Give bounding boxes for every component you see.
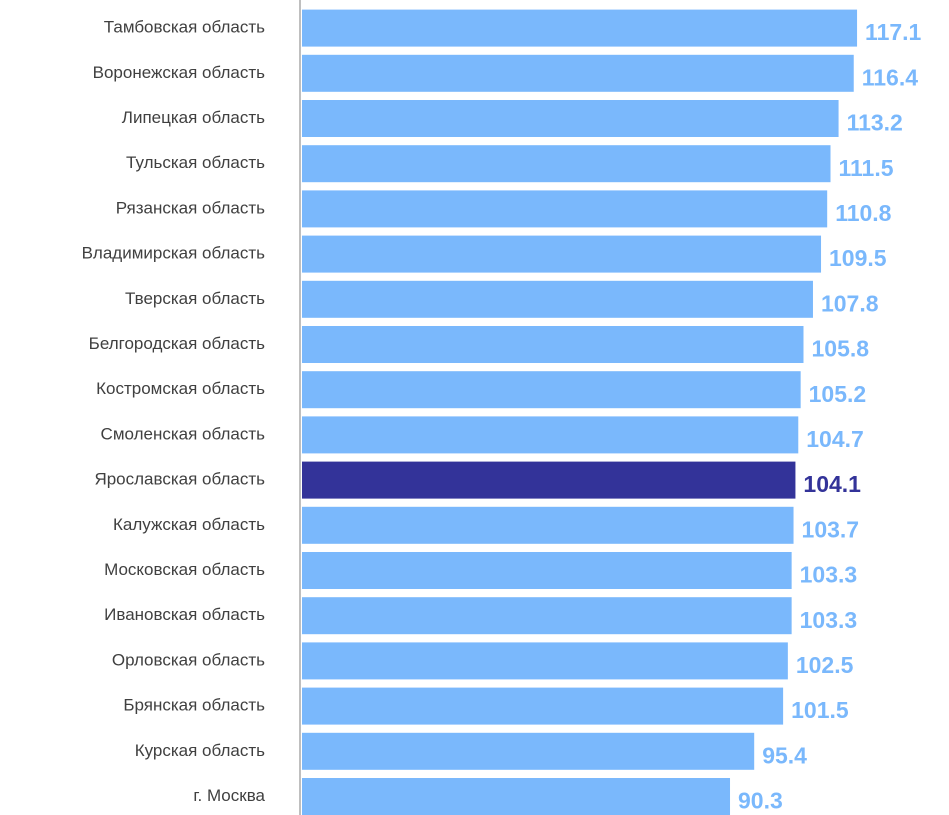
category-label: Липецкая область	[122, 108, 265, 127]
value-label: 103.3	[800, 562, 858, 588]
value-label: 90.3	[738, 788, 783, 814]
bar	[302, 597, 792, 635]
category-label: Смоленская область	[101, 424, 266, 443]
bar	[302, 687, 784, 725]
value-label: 110.8	[835, 200, 891, 226]
bar	[302, 326, 804, 363]
category-label: Владимирская область	[82, 244, 266, 263]
value-label: 111.5	[839, 155, 894, 181]
bar	[302, 100, 839, 137]
value-label: 103.3	[800, 607, 858, 633]
category-label: Брянская область	[123, 696, 265, 715]
value-label: 104.7	[806, 426, 864, 452]
category-label: Рязанская область	[116, 198, 265, 217]
value-label: 101.5	[791, 697, 849, 723]
bar	[302, 145, 831, 183]
bar	[302, 280, 813, 318]
bar	[302, 732, 755, 770]
category-label: Ярославская область	[94, 470, 265, 489]
category-label: Ивановская область	[104, 605, 265, 624]
bar	[302, 416, 799, 454]
category-label: Тамбовская область	[104, 18, 265, 37]
category-label: г. Москва	[193, 786, 265, 805]
value-label: 107.8	[821, 290, 879, 316]
bar	[302, 371, 801, 409]
value-label: 117.1	[865, 19, 921, 45]
category-label: Калужская область	[113, 515, 265, 534]
category-label: Московская область	[104, 560, 265, 579]
value-label: 104.1	[803, 471, 861, 497]
value-label: 105.8	[811, 336, 869, 362]
category-label: Костромская область	[96, 379, 265, 398]
value-label: 105.2	[809, 381, 867, 407]
value-label: 109.5	[829, 245, 887, 271]
value-label: 113.2	[847, 110, 903, 136]
bar	[302, 778, 731, 815]
category-label: Курская область	[135, 741, 265, 760]
bar	[302, 190, 828, 228]
bar	[302, 461, 796, 499]
bar	[302, 642, 788, 680]
category-label: Орловская область	[112, 650, 265, 669]
value-label: 116.4	[862, 64, 918, 90]
value-label: 102.5	[796, 652, 854, 678]
category-label: Тверская область	[125, 289, 265, 308]
bar	[302, 9, 858, 47]
bar	[302, 506, 794, 544]
category-label: Воронежская область	[93, 63, 266, 82]
value-label: 95.4	[762, 742, 807, 768]
category-label: Белгородская область	[89, 334, 265, 353]
category-label: Тульская область	[126, 153, 265, 172]
value-label: 103.7	[802, 516, 860, 542]
bar	[302, 552, 792, 589]
bar	[302, 54, 854, 92]
bar	[302, 235, 822, 273]
